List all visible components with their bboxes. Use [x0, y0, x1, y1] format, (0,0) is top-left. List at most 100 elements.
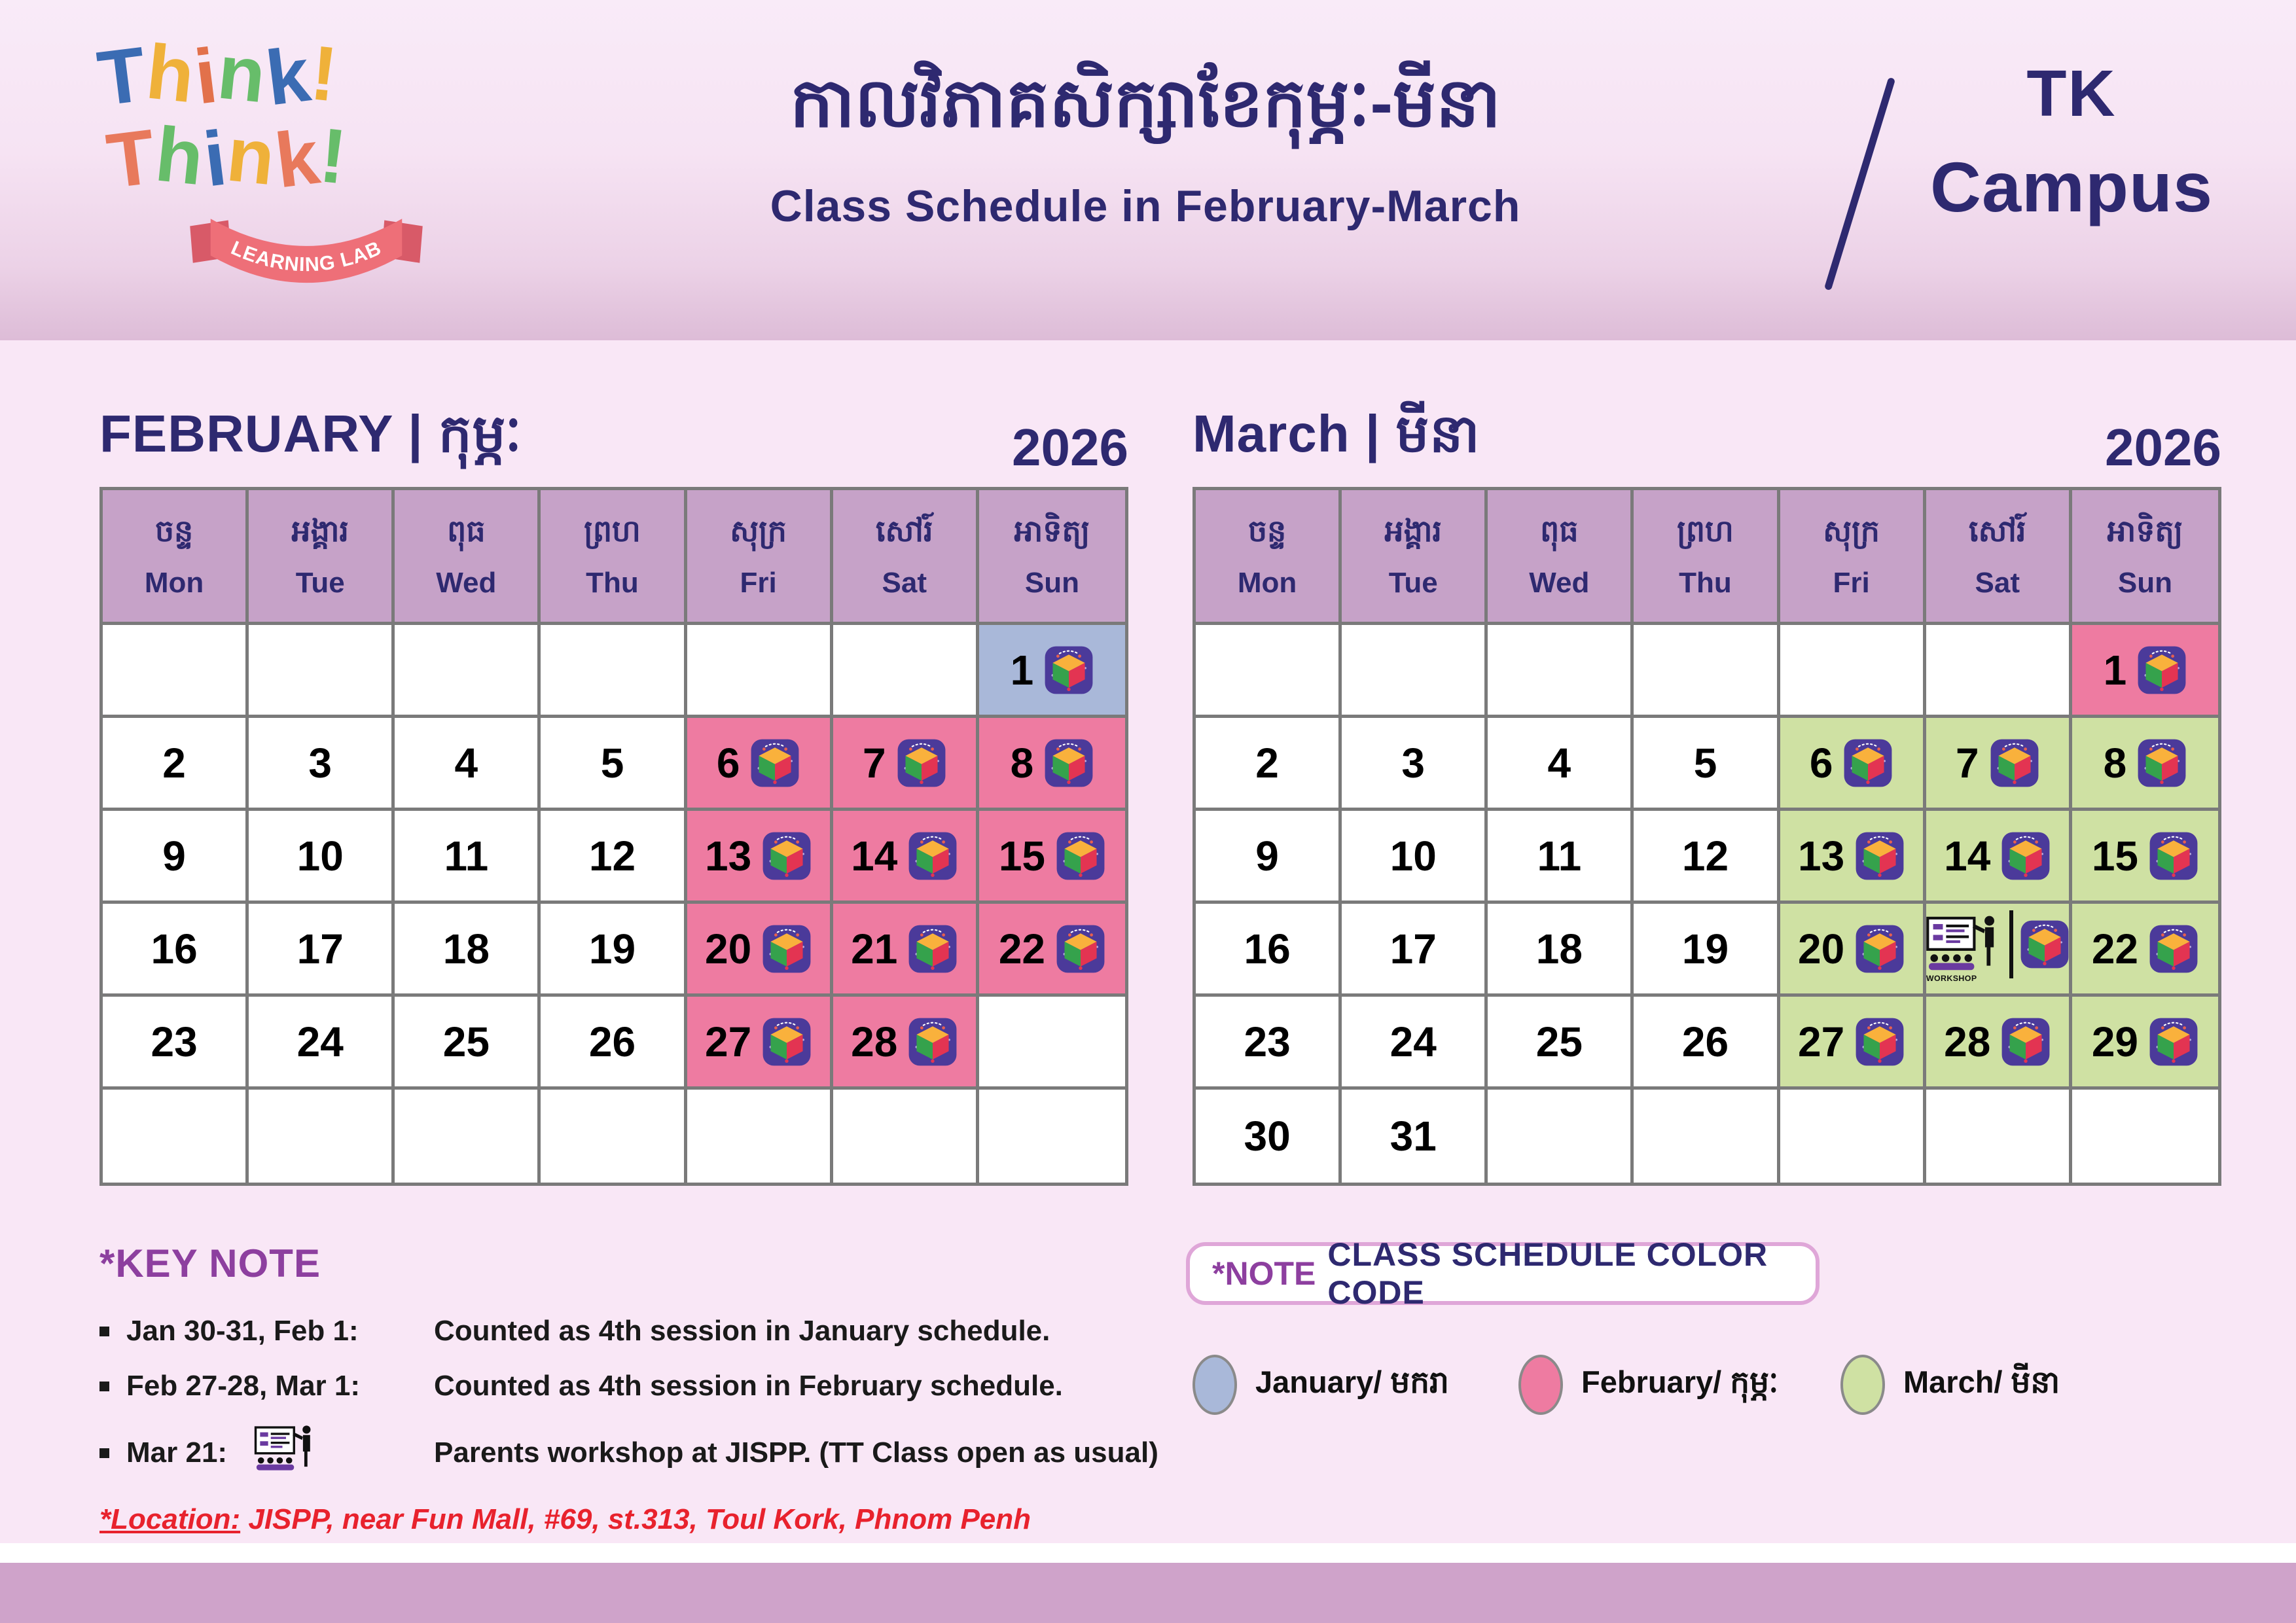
day-number: 25: [1535, 1018, 1583, 1065]
february-dow-fri: សុក្រ Fri: [687, 490, 833, 625]
february-day-3: 3: [249, 718, 395, 811]
march-dow-thu: ព្រហ Thu: [1634, 490, 1780, 625]
march-day-22: 22: [2072, 904, 2218, 997]
day-number: 20: [705, 925, 752, 972]
legend-label: January/ មករា: [1255, 1364, 1449, 1399]
february-empty-cell: [249, 1090, 395, 1183]
learning-lab-ribbon: LEARNING LAB: [103, 211, 509, 300]
day-number: 11: [1537, 832, 1582, 880]
february-day-25: 25: [395, 997, 541, 1090]
dow-english-label: Mon: [144, 567, 204, 599]
class-session-cube-icon: [2137, 738, 2187, 788]
dow-english-label: Thu: [1679, 567, 1732, 599]
day-number: 24: [1390, 1018, 1437, 1065]
dow-english-label: Tue: [1388, 567, 1438, 599]
dow-english-label: Thu: [586, 567, 639, 599]
february-empty-cell: [833, 1090, 979, 1183]
day-number: 17: [296, 925, 344, 972]
march-day-11: 11: [1488, 811, 1634, 904]
march-day-12: 12: [1634, 811, 1780, 904]
february-empty-cell: [833, 625, 979, 718]
day-number: 23: [151, 1018, 198, 1065]
location-note: *Location: JISPP, near Fun Mall, #69, st…: [99, 1503, 1160, 1536]
march-day-9: 9: [1196, 811, 1342, 904]
march-day-4: 4: [1488, 718, 1634, 811]
february-empty-cell: [249, 625, 395, 718]
march-day-7: 7: [1926, 718, 2072, 811]
workshop-icon: WORKSHOP: [1926, 912, 2007, 986]
thinkthink-logo: Think! Think! LEARNING LAB: [93, 29, 556, 311]
day-number: 18: [442, 925, 490, 972]
day-number: 14: [1944, 832, 1991, 880]
class-session-cube-icon: [1056, 831, 1105, 881]
day-number: 15: [2091, 832, 2138, 880]
february-empty-cell: [103, 1090, 249, 1183]
class-session-cube-icon: [750, 738, 800, 788]
february-day-9: 9: [103, 811, 249, 904]
february-table: ចន្ទ Mon អង្គារ Tue ពុធ Wed ព្រហ Thu សុក្រ Fri សៅរ…: [99, 487, 1128, 1186]
day-number: 2: [1255, 739, 1279, 787]
march-year: 2026: [2105, 418, 2221, 476]
march-empty-cell: [1926, 1090, 2072, 1183]
legend-item-1: January/ មករា: [1193, 1346, 1449, 1424]
class-session-cube-icon: [1855, 924, 1905, 974]
note-prefix: *NOTE: [1212, 1255, 1316, 1292]
logo-wordmark: Think! Think!: [93, 29, 556, 205]
dow-english-label: Sun: [1024, 567, 1079, 599]
dow-english-label: Wed: [436, 567, 497, 599]
february-dow-thu: ព្រហ Thu: [541, 490, 687, 625]
logo-letter: !: [306, 29, 343, 118]
day-number: 29: [2091, 1018, 2138, 1065]
march-empty-cell: [1342, 625, 1488, 718]
march-day-19: 19: [1634, 904, 1780, 997]
keynote-item-text: Counted as 4th session in January schedu…: [434, 1315, 1050, 1347]
dow-khmer-label: អង្គារ: [291, 514, 350, 548]
day-number: 13: [1798, 832, 1845, 880]
keynote-item-label: Feb 27-28, Mar 1:: [126, 1370, 361, 1402]
march-day-14: 14: [1926, 811, 2072, 904]
february-empty-cell: [978, 997, 1125, 1090]
march-day-26: 26: [1634, 997, 1780, 1090]
march-day-29: 29: [2072, 997, 2218, 1090]
february-day-4: 4: [395, 718, 541, 811]
class-session-cube-icon: [1855, 831, 1905, 881]
march-day-18: 18: [1488, 904, 1634, 997]
march-day-5: 5: [1634, 718, 1780, 811]
class-session-cube-icon: [1044, 738, 1094, 788]
legend-row: January/ មករា February/ កុម្ភៈ March/ មីនា: [1186, 1346, 2266, 1424]
class-session-cube-icon: [2149, 1017, 2198, 1067]
poster-title-khmer: កាលវិភាគសិក្សាខែកុម្ភៈ-មីនា: [789, 65, 1501, 141]
march-day-24: 24: [1342, 997, 1488, 1090]
february-empty-cell: [103, 625, 249, 718]
dow-khmer-label: ពុធ: [1540, 514, 1579, 548]
day-number: 9: [162, 832, 186, 880]
march-calendar: March | មីនា 2026 ចន្ទ Mon អង្គារ Tue ពុធ Wed ព្…: [1193, 391, 2221, 1186]
class-session-cube-icon: [2020, 919, 2069, 969]
march-empty-cell: [1634, 625, 1780, 718]
march-day-27: 27: [1780, 997, 1926, 1090]
february-day-21: 21: [833, 904, 979, 997]
march-day-10: 10: [1342, 811, 1488, 904]
day-number: 19: [1681, 925, 1729, 972]
day-number: 24: [296, 1018, 344, 1065]
day-number: 12: [588, 832, 636, 880]
march-empty-cell: [1634, 1090, 1780, 1183]
february-empty-cell: [541, 1090, 687, 1183]
class-session-cube-icon: [908, 831, 958, 881]
march-day-13: 13: [1780, 811, 1926, 904]
day-number: 8: [1010, 739, 1034, 787]
march-day-8: 8: [2072, 718, 2218, 811]
logo-line-2: Think!: [102, 111, 556, 205]
day-number: 23: [1244, 1018, 1291, 1065]
march-dow-mon: ចន្ទ Mon: [1196, 490, 1342, 625]
february-empty-cell: [541, 625, 687, 718]
class-session-cube-icon: [2001, 831, 2051, 881]
february-empty-cell: [395, 625, 541, 718]
day-number: 22: [998, 925, 1045, 972]
day-number: 18: [1535, 925, 1583, 972]
march-dow-wed: ពុធ Wed: [1488, 490, 1634, 625]
day-number: 14: [851, 832, 898, 880]
keynote-heading: *KEY NOTE: [99, 1241, 321, 1285]
february-day-7: 7: [833, 718, 979, 811]
dow-english-label: Fri: [1833, 567, 1870, 599]
